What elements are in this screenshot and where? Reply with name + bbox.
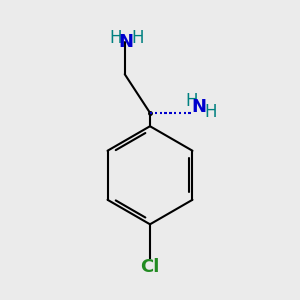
Text: H: H: [110, 29, 122, 47]
Text: N: N: [191, 98, 206, 116]
Text: H: H: [186, 92, 198, 110]
Text: H: H: [205, 103, 217, 121]
Text: N: N: [119, 32, 134, 50]
Text: H: H: [131, 29, 144, 47]
Text: Cl: Cl: [140, 258, 160, 276]
